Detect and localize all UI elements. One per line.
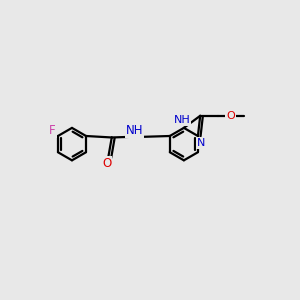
Text: NH: NH (126, 124, 143, 137)
Text: N: N (197, 138, 206, 148)
Text: NH: NH (173, 115, 190, 125)
Text: O: O (102, 157, 111, 170)
Text: O: O (226, 111, 235, 121)
Text: F: F (49, 124, 56, 137)
